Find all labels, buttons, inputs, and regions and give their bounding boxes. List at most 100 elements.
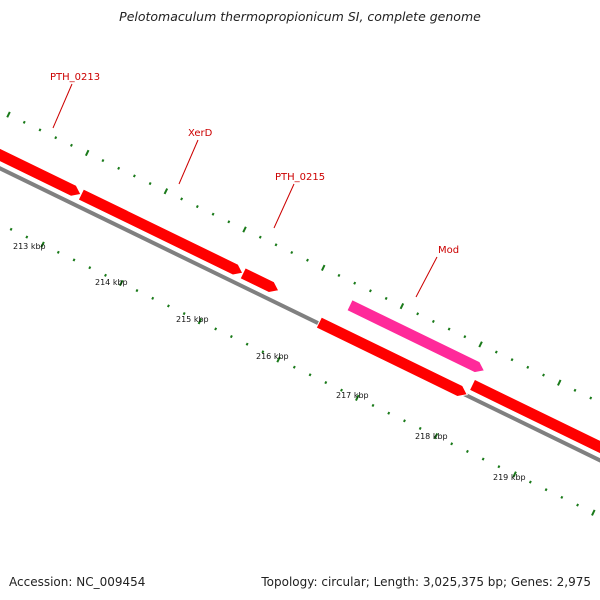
inner-tick	[465, 449, 469, 453]
outer-tick	[399, 302, 405, 310]
tick-label: 218 kbp	[415, 432, 448, 441]
inner-tick	[197, 318, 203, 325]
inner-tick	[544, 488, 548, 492]
outer-tick	[148, 182, 152, 186]
gene-leader-line	[52, 83, 73, 129]
inner-tick	[450, 442, 454, 446]
outer-tick	[163, 188, 169, 195]
inner-tick	[245, 342, 249, 346]
inner-tick	[119, 279, 124, 287]
outer-tick	[70, 143, 73, 147]
outer-tick	[337, 273, 341, 278]
outer-tick	[510, 358, 514, 362]
outer-tick	[180, 197, 184, 201]
gene-arrow-pth-0213[interactable]	[0, 132, 82, 197]
outer-tick	[416, 312, 420, 316]
accession-text: Accession: NC_009454	[9, 575, 146, 589]
gene-arrow-mod[interactable]	[346, 299, 486, 374]
tick-label: 219 kbp	[493, 473, 526, 482]
inner-tick	[340, 388, 343, 392]
inner-tick	[591, 509, 596, 516]
inner-tick	[308, 373, 312, 377]
inner-tick	[403, 419, 406, 423]
inner-tick	[56, 250, 60, 254]
inner-tick	[276, 356, 281, 363]
gene-label-mod[interactable]: Mod	[438, 245, 459, 256]
outer-tick	[321, 264, 326, 271]
tick-label: 215 kbp	[176, 315, 209, 324]
inner-tick	[135, 289, 139, 293]
outer-tick	[573, 388, 577, 392]
outer-tick	[38, 128, 42, 132]
outer-tick	[478, 341, 483, 348]
outer-tick	[132, 174, 136, 178]
outer-tick	[101, 159, 105, 163]
inner-tick	[387, 411, 391, 415]
inner-tick	[40, 241, 45, 248]
inner-tick	[182, 312, 186, 316]
outer-tick	[368, 289, 372, 293]
inner-tick	[576, 503, 580, 507]
inner-tick	[497, 465, 501, 469]
inner-tick	[214, 327, 218, 331]
inner-tick	[261, 350, 265, 354]
outer-tick	[494, 350, 498, 354]
inner-tick	[324, 380, 328, 385]
inner-tick	[88, 266, 92, 270]
inner-tick	[481, 457, 485, 461]
gene-leader-line	[273, 183, 295, 229]
gene-layer	[0, 132, 600, 455]
tick-label: 214 kbp	[95, 278, 128, 287]
tick-label: 213 kbp	[13, 242, 46, 251]
topology-text: Topology: circular; Length: 3,025,375 bp…	[261, 575, 591, 589]
outer-tick	[227, 220, 231, 224]
tick-rings	[6, 111, 596, 516]
inner-tick	[371, 403, 375, 408]
tick-label: 216 kbp	[256, 352, 289, 361]
outer-tick	[54, 136, 58, 140]
inner-tick	[528, 480, 532, 484]
outer-tick	[447, 327, 451, 331]
outer-tick	[211, 212, 215, 216]
outer-tick	[242, 226, 247, 233]
outer-tick	[431, 319, 435, 323]
outer-tick	[589, 396, 593, 400]
inner-tick	[418, 426, 422, 431]
gene-arrow-xerd[interactable]	[77, 188, 244, 276]
gene-label-xerd[interactable]: XerD	[188, 128, 213, 139]
outer-tick	[84, 149, 90, 157]
gene-label-pth-0213[interactable]: PTH_0213	[50, 72, 100, 83]
outer-tick	[557, 379, 562, 386]
inner-tick	[104, 273, 107, 277]
outer-tick	[117, 166, 121, 170]
backbone-line	[0, 166, 600, 463]
outer-tick	[258, 235, 262, 239]
outer-tick	[274, 243, 278, 247]
gene-leader-line	[178, 139, 199, 185]
inner-tick	[292, 365, 296, 369]
label-layer: 213 kbp 214 kbp 215 kbp 216 kbp 217 kbp 218 k…	[13, 72, 526, 482]
inner-tick	[166, 304, 170, 308]
inner-tick	[512, 471, 517, 478]
gene-leader-line	[415, 256, 438, 298]
outer-tick	[306, 258, 309, 262]
outer-tick	[526, 365, 530, 369]
outer-tick	[384, 296, 388, 301]
inner-tick	[25, 235, 29, 239]
gene-arrow-pth-0215[interactable]	[239, 267, 280, 294]
outer-tick	[195, 204, 199, 209]
outer-tick	[22, 120, 26, 124]
backbone-layer	[0, 166, 600, 463]
gene-label-pth-0215[interactable]: PTH_0215	[275, 172, 325, 183]
inner-tick	[433, 432, 439, 440]
outer-tick	[6, 111, 11, 118]
inner-tick	[72, 258, 76, 262]
inner-tick	[9, 227, 13, 231]
outer-tick	[542, 373, 545, 377]
inner-tick	[355, 394, 360, 401]
inner-tick	[560, 495, 564, 499]
gene-arrow-lower[interactable]	[315, 316, 469, 398]
tick-label: 217 kbp	[336, 391, 369, 400]
inner-tick	[229, 334, 233, 339]
